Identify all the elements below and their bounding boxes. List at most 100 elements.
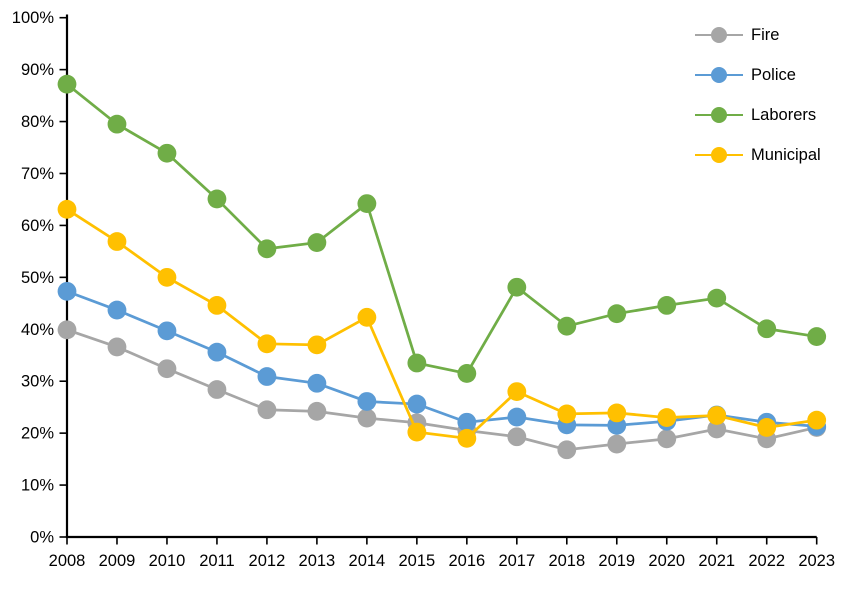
data-point-police [357, 392, 377, 411]
data-point-fire [257, 400, 277, 420]
x-axis-label: 2020 [648, 552, 685, 570]
y-axis-label: 0% [30, 529, 54, 547]
legend-label-municipal: Municipal [751, 145, 821, 164]
legend-item-municipal: Municipal [695, 135, 821, 175]
line-marker-icon [695, 107, 743, 124]
x-axis-label: 2008 [49, 552, 86, 570]
data-point-fire [507, 427, 527, 447]
data-point-fire [657, 429, 677, 449]
data-point-laborers [457, 364, 477, 383]
x-axis-label: 2014 [349, 552, 386, 570]
x-axis-label: 2011 [199, 552, 234, 570]
y-axis-label: 80% [21, 113, 54, 131]
y-axis-label: 30% [21, 373, 54, 391]
x-axis-label: 2013 [299, 552, 336, 570]
x-axis-label: 2019 [598, 552, 635, 570]
data-point-municipal [57, 199, 77, 219]
data-point-municipal [807, 410, 827, 430]
data-point-laborers [357, 194, 377, 214]
data-point-municipal [707, 406, 727, 425]
data-point-police [207, 342, 227, 362]
data-point-fire [207, 380, 227, 399]
data-point-fire [57, 320, 77, 340]
data-point-municipal [157, 267, 177, 287]
legend-label-fire: Fire [751, 25, 780, 44]
series-line-police [66, 290, 817, 428]
legend-label-police: Police [751, 65, 796, 84]
data-point-laborers [607, 304, 627, 324]
data-point-fire [707, 419, 727, 439]
data-point-municipal [107, 232, 127, 251]
data-point-police [107, 300, 127, 320]
data-point-laborers [157, 143, 177, 163]
legend-item-police: Police [695, 55, 821, 95]
data-point-municipal [407, 422, 427, 442]
data-point-laborers [757, 319, 777, 339]
data-point-police [307, 373, 327, 393]
data-point-laborers [57, 74, 77, 94]
x-axis-label: 2010 [149, 552, 186, 570]
data-point-fire [357, 408, 377, 428]
x-axis-label: 2009 [99, 552, 136, 570]
line-marker-icon [695, 67, 743, 84]
x-axis-label: 2021 [698, 552, 735, 570]
data-point-municipal [607, 403, 627, 423]
data-point-fire [557, 440, 577, 460]
data-point-police [407, 394, 427, 414]
data-point-laborers [257, 239, 277, 259]
y-axis-label: 60% [21, 217, 54, 235]
x-axis-label: 2018 [548, 552, 585, 570]
data-point-fire [157, 359, 177, 379]
data-point-police [507, 407, 527, 427]
data-point-laborers [807, 327, 827, 346]
data-point-laborers [107, 114, 127, 134]
x-axis-label: 2017 [498, 552, 535, 570]
data-point-municipal [557, 404, 577, 424]
data-point-municipal [657, 408, 677, 427]
x-axis-label: 2015 [399, 552, 436, 570]
x-axis-label: 2012 [249, 552, 286, 570]
data-point-municipal [357, 307, 377, 327]
legend-item-fire: Fire [695, 15, 821, 55]
data-point-fire [307, 401, 327, 421]
data-point-municipal [457, 428, 477, 448]
data-point-municipal [307, 335, 327, 355]
data-point-laborers [207, 189, 227, 209]
y-axis-label: 90% [21, 61, 54, 79]
line-marker-icon [695, 147, 743, 164]
data-point-fire [607, 434, 627, 454]
y-axis-label: 70% [21, 165, 54, 183]
legend-item-laborers: Laborers [695, 95, 821, 135]
y-axis-label: 10% [21, 477, 54, 495]
data-point-laborers [507, 277, 527, 297]
series-line-laborers [66, 83, 817, 375]
x-axis-label: 2022 [748, 552, 785, 570]
legend: Fire Police Laborers Municipal [695, 15, 821, 175]
series-line-municipal [66, 208, 817, 440]
data-point-laborers [707, 288, 727, 308]
data-point-fire [107, 337, 127, 357]
legend-label-laborers: Laborers [751, 105, 817, 124]
data-point-municipal [507, 382, 527, 401]
series-line-fire [66, 328, 818, 452]
data-point-laborers [407, 353, 427, 373]
data-point-police [157, 321, 177, 341]
data-point-laborers [657, 295, 677, 315]
x-axis-label: 2023 [798, 552, 835, 570]
data-point-municipal [257, 334, 277, 354]
x-axis-label: 2016 [448, 552, 485, 570]
line-marker-icon [695, 27, 743, 44]
data-point-laborers [307, 233, 327, 252]
data-point-municipal [207, 295, 227, 315]
data-point-police [457, 412, 477, 432]
y-axis-label: 40% [21, 321, 54, 339]
y-axis-label: 50% [21, 269, 54, 287]
y-axis-label: 20% [21, 425, 54, 443]
data-point-police [257, 367, 277, 386]
data-point-police [57, 281, 77, 301]
data-point-municipal [757, 418, 777, 437]
data-point-laborers [557, 316, 577, 336]
y-axis-label: 100% [12, 9, 55, 27]
